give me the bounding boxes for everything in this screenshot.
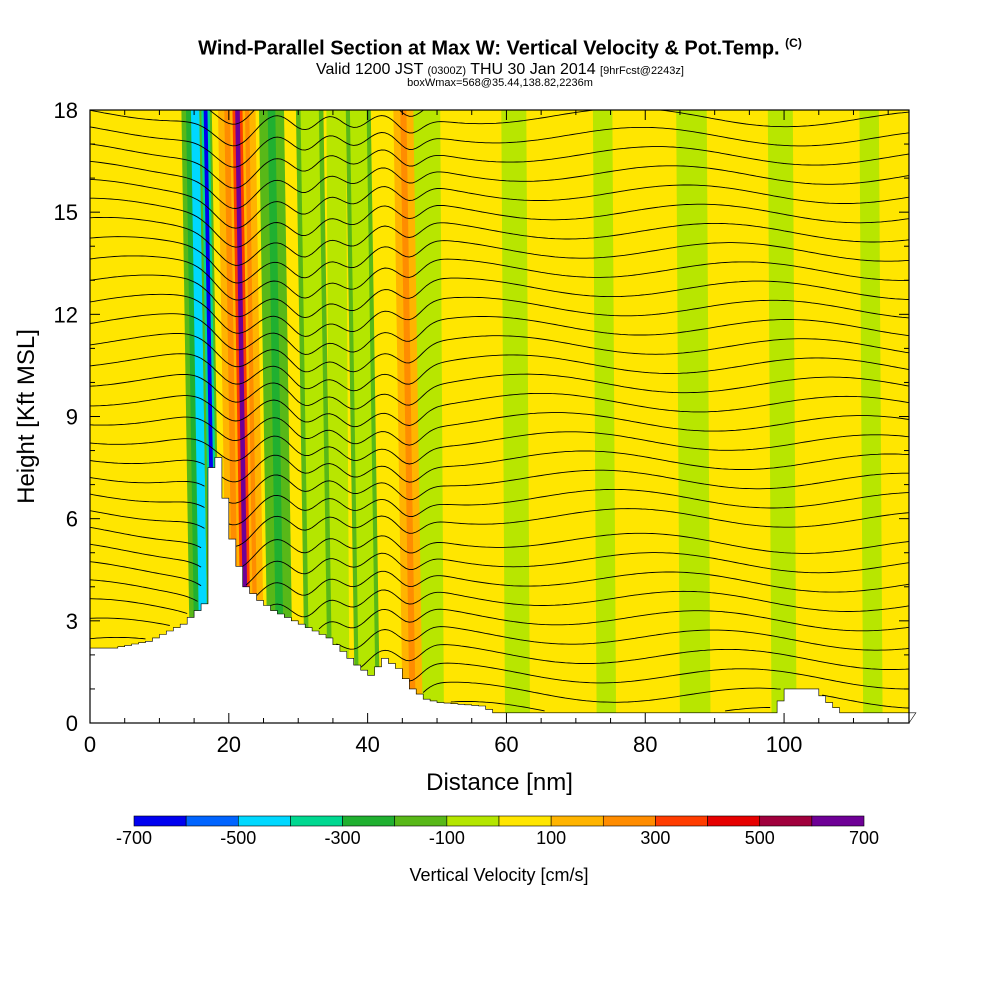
theta-contour xyxy=(90,293,909,337)
theta-contour xyxy=(90,160,909,209)
colorbar-swatch xyxy=(342,815,396,827)
y-tick-label: 18 xyxy=(54,98,78,123)
x-tick-label: 20 xyxy=(217,732,241,757)
theta-contour xyxy=(90,392,909,428)
colorbar-tick-label: 700 xyxy=(849,828,879,848)
colorbar-swatch xyxy=(446,815,500,827)
colorbar-tick-label: 500 xyxy=(745,828,775,848)
theta-contour xyxy=(90,197,909,248)
theta-contour xyxy=(90,216,909,266)
theta-contour xyxy=(90,333,909,373)
colorbar-tick-label: -100 xyxy=(429,828,465,848)
colorbar-swatch xyxy=(707,815,761,827)
colorbar-swatch xyxy=(550,815,604,827)
theta-contour xyxy=(90,543,909,586)
weak-downdraft-band xyxy=(859,110,883,723)
theta-contour xyxy=(90,636,909,670)
theta-contour xyxy=(90,579,909,618)
colorbar-tick-label: -500 xyxy=(220,828,256,848)
x-tick-label: 40 xyxy=(355,732,379,757)
colorbar-swatch xyxy=(602,815,656,827)
theta-contour xyxy=(90,617,909,651)
theta-contour xyxy=(405,662,909,690)
theta-contour xyxy=(90,313,909,355)
terrain xyxy=(89,457,917,724)
x-axis-label: Distance [nm] xyxy=(426,769,573,796)
axes: 0 20 40 60 80 100 0 3 6 9 12 15 18 Distance [nm] Heigh… xyxy=(13,98,909,796)
terrain-profile xyxy=(89,457,917,724)
colorbar-swatch xyxy=(237,815,291,827)
theta-contour xyxy=(90,431,909,465)
colorbar-swatch xyxy=(498,815,552,827)
potential-temperature-contours xyxy=(90,70,909,712)
colorbar-tick-label: -300 xyxy=(325,828,361,848)
velocity-band xyxy=(190,110,209,723)
weak-downdraft-band xyxy=(326,110,350,723)
chart-valid-time: Valid 1200 JST (0300Z) THU 30 Jan 2014 [… xyxy=(316,61,684,78)
theta-contour xyxy=(90,469,909,504)
x-tick-label: 100 xyxy=(766,732,803,757)
y-tick-label: 15 xyxy=(54,200,78,225)
velocity-band xyxy=(354,110,372,723)
chart-title: Wind-Parallel Section at Max W: Vertical… xyxy=(198,36,802,60)
y-axis-label: Height [Kft MSL] xyxy=(13,329,40,504)
theta-contour xyxy=(422,681,909,709)
theta-contour xyxy=(90,353,909,392)
theta-contour xyxy=(90,488,909,526)
x-tick-label: 60 xyxy=(494,732,518,757)
colorbar-swatch xyxy=(811,815,865,827)
theta-contour xyxy=(208,110,425,125)
theta-contour xyxy=(90,143,909,189)
colorbar-tick-label: 300 xyxy=(640,828,670,848)
velocity-band xyxy=(267,110,285,723)
theta-contour xyxy=(90,526,909,569)
weak-downdraft-band xyxy=(501,110,531,723)
theta-contour xyxy=(90,274,909,319)
y-tick-label: 3 xyxy=(66,609,78,634)
velocity-band xyxy=(305,110,324,723)
x-tick-label: 80 xyxy=(633,732,657,757)
weak-downdraft-band xyxy=(676,110,711,723)
velocity-band xyxy=(235,110,250,723)
colorbar-tick-label: -700 xyxy=(116,828,152,848)
y-tick-label: 6 xyxy=(66,507,78,532)
theta-contour xyxy=(90,508,909,547)
theta-contour xyxy=(90,598,909,632)
x-tick-label: 0 xyxy=(84,732,96,757)
theta-contour xyxy=(90,236,909,284)
theta-contour xyxy=(90,255,909,301)
colorbar-swatch xyxy=(759,815,813,827)
y-tick-label: 9 xyxy=(66,405,78,430)
theta-contour xyxy=(90,110,909,147)
colorbar: -700 -500 -300 -100 100 300 500 700 Vertical Vel… xyxy=(116,815,879,885)
theta-contour xyxy=(90,561,909,597)
colorbar-label: Vertical Velocity [cm/s] xyxy=(409,865,588,885)
colorbar-tick-label: 100 xyxy=(536,828,566,848)
theta-contour xyxy=(450,701,771,712)
colorbar-swatch xyxy=(394,815,448,827)
theta-contour xyxy=(90,126,909,168)
colorbar-swatch xyxy=(185,815,239,827)
theta-contour xyxy=(90,412,909,446)
theta-contour xyxy=(90,70,909,103)
colorbar-swatch xyxy=(655,815,708,827)
theta-contour xyxy=(90,450,909,483)
theta-contour xyxy=(90,373,909,410)
y-tick-label: 0 xyxy=(66,711,78,736)
theta-contour xyxy=(90,178,909,229)
chart-subtitle: boxWmax=568@35.44,138.82,2236m xyxy=(407,77,593,89)
colorbar-swatch xyxy=(290,815,343,827)
y-tick-label: 12 xyxy=(54,302,78,327)
weak-downdraft-band xyxy=(767,110,797,723)
colorbar-swatch xyxy=(133,815,187,827)
